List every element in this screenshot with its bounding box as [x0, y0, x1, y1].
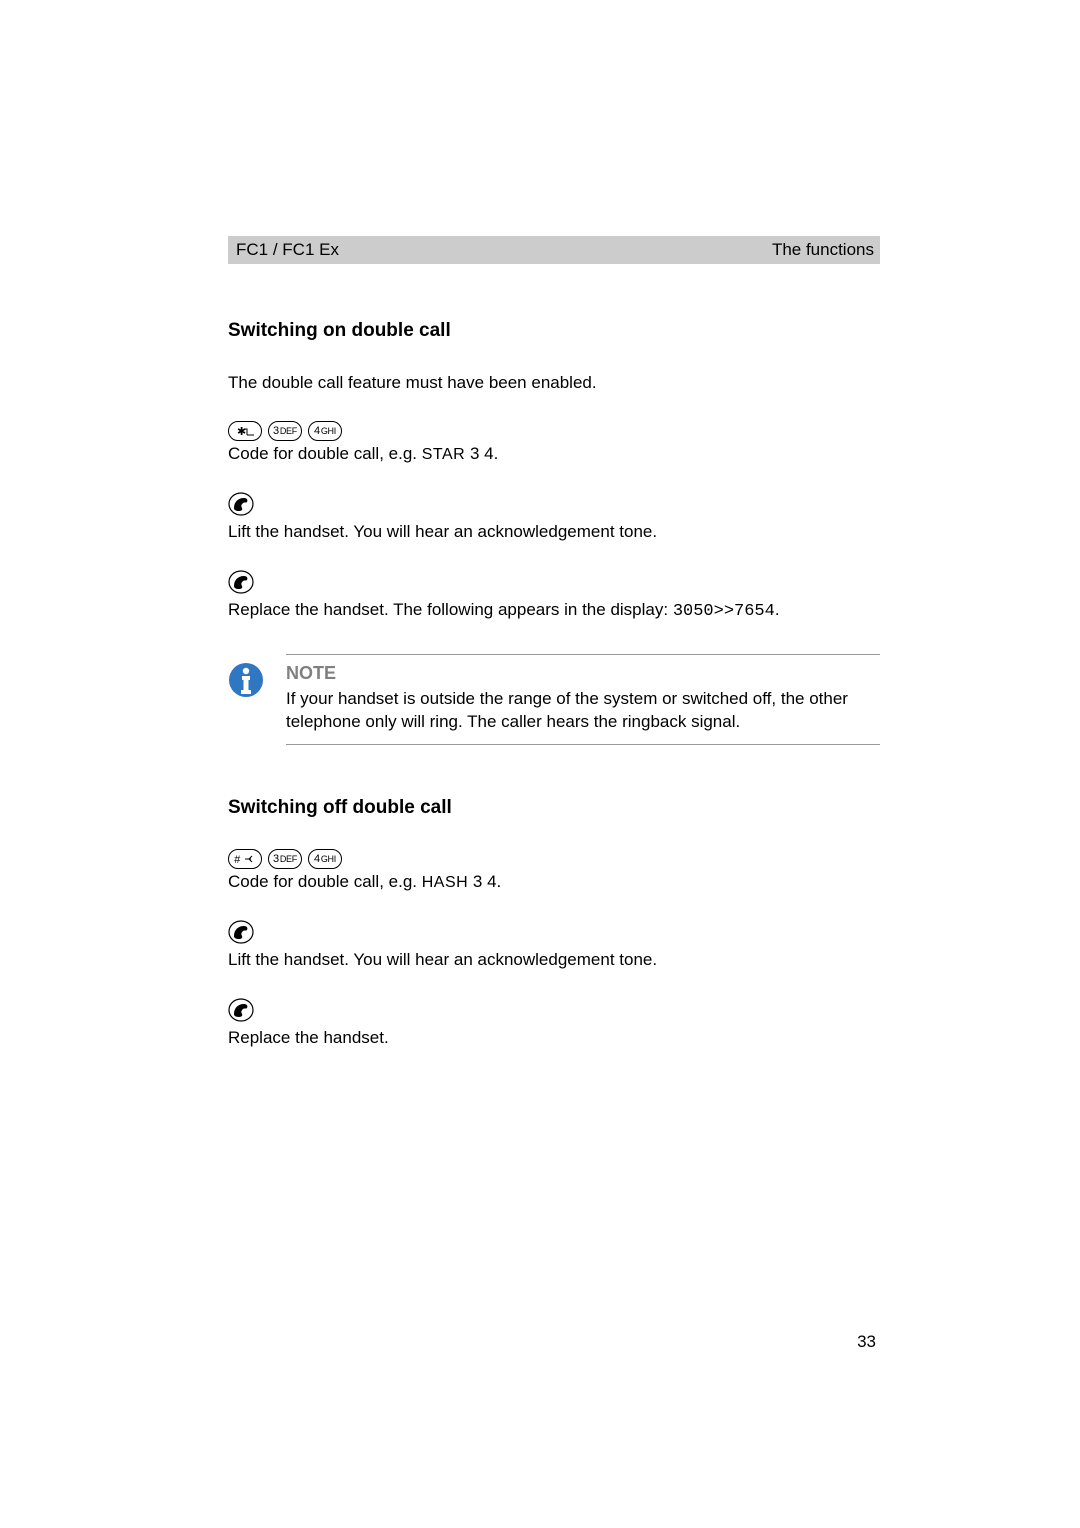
replace-text-off: Replace the handset.	[228, 1027, 880, 1050]
code-suffix-off: 3 4.	[468, 872, 501, 891]
page-number: 33	[857, 1332, 876, 1352]
svg-text:✱: ✱	[237, 426, 246, 438]
step-lift-on: Lift the handset. You will hear an ackno…	[228, 492, 880, 544]
code-smallcaps-on: STAR	[422, 446, 465, 463]
key-4-icon: 4GHI	[308, 849, 342, 869]
step-replace-on: Replace the handset. The following appea…	[228, 570, 880, 624]
step-replace-off: Replace the handset.	[228, 998, 880, 1050]
info-icon	[228, 662, 264, 698]
hash-key-icon: #	[228, 849, 262, 869]
section-switching-on: Switching on double call The double call…	[228, 320, 880, 745]
note-content: NOTE If your handset is outside the rang…	[286, 654, 880, 745]
note-label: NOTE	[286, 663, 880, 684]
step-code-on: ✱ 3DEF 4GHI Code for double call, e.g. S…	[228, 421, 880, 466]
code-line-on: Code for double call, e.g. STAR 3 4.	[228, 443, 880, 466]
lift-text-on: Lift the handset. You will hear an ackno…	[228, 521, 880, 544]
page-header-bar: FC1 / FC1 Ex The functions	[228, 236, 880, 264]
note-block: NOTE If your handset is outside the rang…	[228, 654, 880, 745]
replace-prefix-on: Replace the handset. The following appea…	[228, 600, 673, 619]
svg-text:#: #	[234, 854, 241, 866]
replace-line-on: Replace the handset. The following appea…	[228, 599, 880, 624]
handset-icon	[228, 998, 254, 1022]
key-sequence-on-icons: ✱ 3DEF 4GHI	[228, 421, 880, 441]
replace-suffix-on: .	[775, 600, 780, 619]
key-4-icon: 4GHI	[308, 421, 342, 441]
step-code-off: # 3DEF 4GHI Code for double call, e.g. H…	[228, 849, 880, 894]
handset-icon	[228, 570, 254, 594]
key-3-icon: 3DEF	[268, 421, 302, 441]
key-sequence-off-icons: # 3DEF 4GHI	[228, 849, 880, 869]
star-key-icon: ✱	[228, 421, 262, 441]
replace-mono-on: 3050>>7654	[673, 602, 775, 621]
heading-off: Switching off double call	[228, 797, 880, 819]
header-right-text: The functions	[772, 240, 874, 260]
code-prefix-on: Code for double call, e.g.	[228, 444, 422, 463]
intro-on: The double call feature must have been e…	[228, 372, 880, 395]
handset-icon	[228, 920, 254, 944]
heading-on: Switching on double call	[228, 320, 880, 342]
code-prefix-off: Code for double call, e.g.	[228, 872, 422, 891]
step-lift-off: Lift the handset. You will hear an ackno…	[228, 920, 880, 972]
code-smallcaps-off: HASH	[422, 874, 468, 891]
note-text: If your handset is outside the range of …	[286, 688, 880, 734]
lift-text-off: Lift the handset. You will hear an ackno…	[228, 949, 880, 972]
handset-icon	[228, 492, 254, 516]
code-suffix-on: 3 4.	[465, 444, 498, 463]
key-3-icon: 3DEF	[268, 849, 302, 869]
document-page: FC1 / FC1 Ex The functions Switching on …	[0, 0, 1080, 1528]
code-line-off: Code for double call, e.g. HASH 3 4.	[228, 871, 880, 894]
header-left-text: FC1 / FC1 Ex	[236, 240, 339, 260]
section-switching-off: Switching off double call # 3DEF 4GHI Co…	[228, 797, 880, 1050]
